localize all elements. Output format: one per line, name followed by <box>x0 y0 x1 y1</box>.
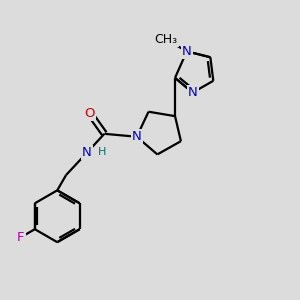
Text: O: O <box>84 107 95 120</box>
Text: N: N <box>182 45 192 58</box>
Text: CH₃: CH₃ <box>154 33 178 46</box>
Text: N: N <box>132 130 142 143</box>
Text: N: N <box>188 86 198 99</box>
Text: N: N <box>82 146 92 159</box>
Text: H: H <box>98 147 106 157</box>
Text: F: F <box>17 231 25 244</box>
